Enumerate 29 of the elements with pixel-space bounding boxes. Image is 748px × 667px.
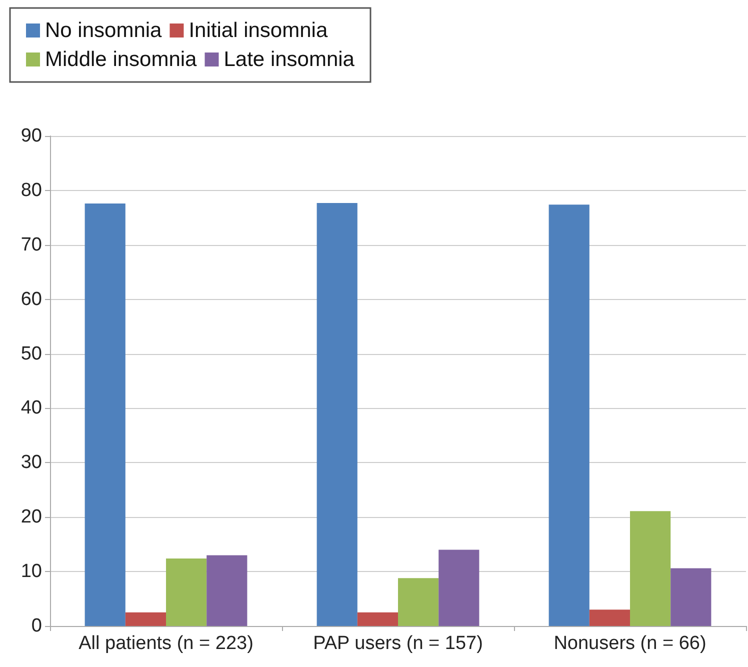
legend-label: Middle insomnia (45, 48, 198, 71)
bar (670, 568, 712, 626)
y-tick-label: 40 (20, 398, 42, 419)
y-tick-label: 70 (20, 234, 42, 256)
bar (548, 204, 590, 626)
x-tick-label: All patients (n = 223) (78, 633, 254, 654)
y-tick-label: 30 (20, 452, 42, 474)
y-tick-label: 10 (20, 561, 42, 582)
legend-label: Late insomnia (224, 48, 355, 71)
legend-label: No insomnia (45, 19, 162, 42)
bar (438, 550, 480, 626)
bar (206, 555, 248, 626)
bar (125, 612, 166, 626)
y-tick-label: 80 (20, 180, 42, 201)
x-tick-label: Nonusers (n = 66) (554, 633, 706, 654)
bar (589, 610, 630, 626)
y-tick-label: 50 (20, 343, 42, 364)
y-tick-label: 60 (20, 288, 42, 310)
y-tick-label: 0 (31, 616, 42, 636)
bar (84, 204, 126, 626)
bar (316, 202, 358, 626)
bar (630, 511, 671, 626)
bar (357, 612, 398, 626)
bar (398, 578, 439, 626)
x-tick-label: PAP users (n = 157) (313, 633, 483, 654)
bar (166, 558, 207, 626)
legend-label: Initial insomnia (188, 19, 328, 42)
y-tick-label: 90 (20, 126, 42, 146)
y-tick-label: 20 (20, 506, 42, 528)
